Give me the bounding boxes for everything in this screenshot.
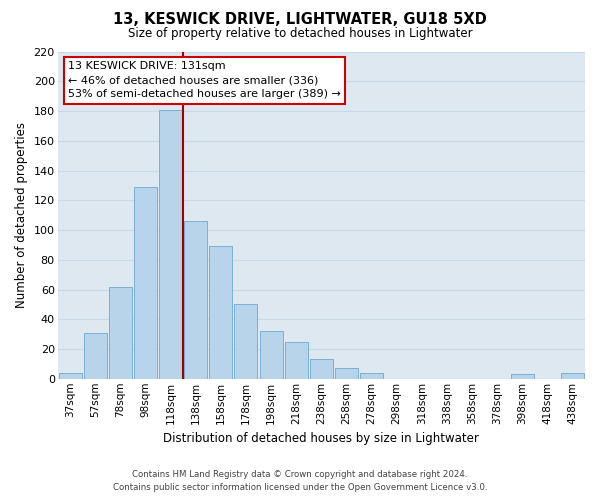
Bar	[260, 331, 283, 379]
X-axis label: Distribution of detached houses by size in Lightwater: Distribution of detached houses by size …	[163, 432, 479, 445]
Bar	[134, 187, 157, 379]
Bar	[235, 304, 257, 379]
Text: Size of property relative to detached houses in Lightwater: Size of property relative to detached ho…	[128, 28, 472, 40]
Bar	[59, 373, 82, 379]
Bar	[511, 374, 534, 379]
Bar	[335, 368, 358, 379]
Bar	[159, 110, 182, 379]
Bar	[84, 332, 107, 379]
Text: Contains HM Land Registry data © Crown copyright and database right 2024.
Contai: Contains HM Land Registry data © Crown c…	[113, 470, 487, 492]
Bar	[209, 246, 232, 379]
Bar	[310, 360, 333, 379]
Y-axis label: Number of detached properties: Number of detached properties	[15, 122, 28, 308]
Bar	[109, 286, 132, 379]
Text: 13 KESWICK DRIVE: 131sqm
← 46% of detached houses are smaller (336)
53% of semi-: 13 KESWICK DRIVE: 131sqm ← 46% of detach…	[68, 62, 341, 100]
Text: 13, KESWICK DRIVE, LIGHTWATER, GU18 5XD: 13, KESWICK DRIVE, LIGHTWATER, GU18 5XD	[113, 12, 487, 28]
Bar	[184, 221, 207, 379]
Bar	[561, 373, 584, 379]
Bar	[284, 342, 308, 379]
Bar	[360, 373, 383, 379]
